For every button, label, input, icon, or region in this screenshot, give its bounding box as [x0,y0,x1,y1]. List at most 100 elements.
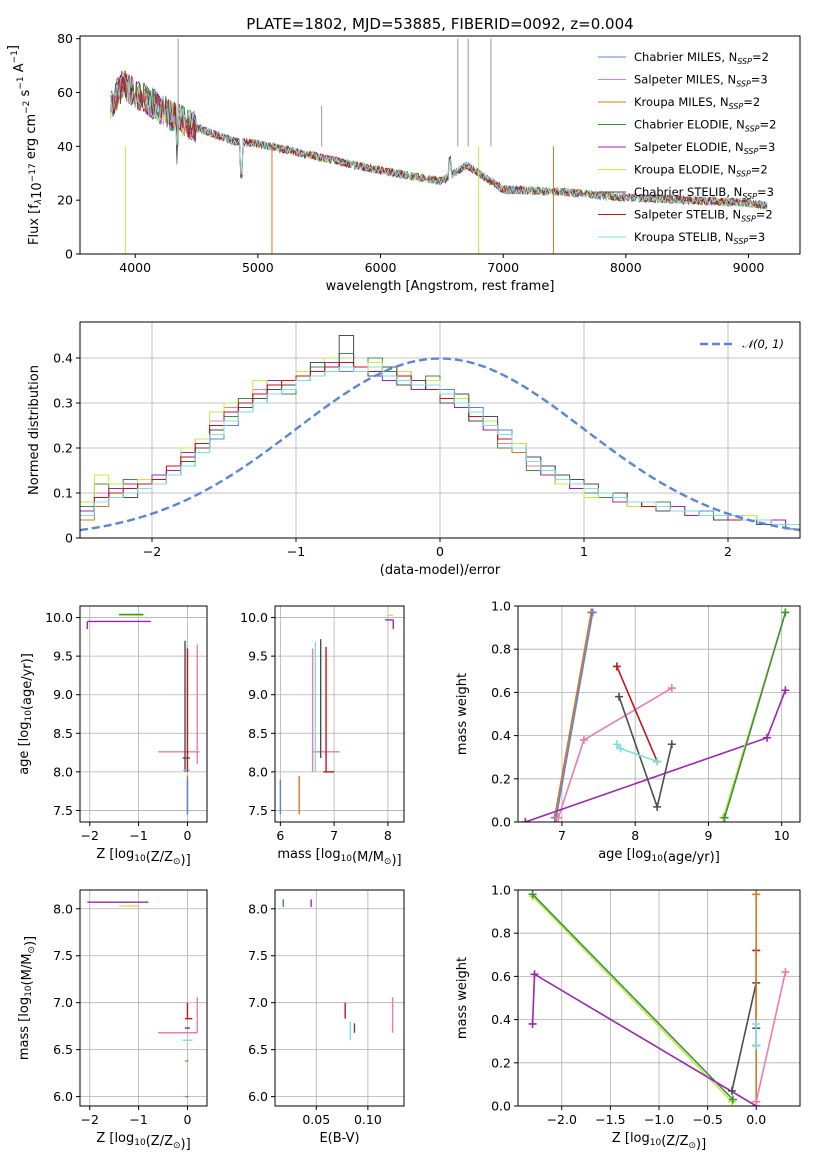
y-tick-label: 6.5 [248,1042,268,1057]
y-tick-label: 20 [57,193,73,208]
y-tick-label: 8.5 [248,726,268,741]
x-tick-label: 0 [183,1112,191,1127]
label-part: 10 [134,854,146,864]
plot-area-weight_vs_age [521,608,790,822]
y-tick-label: 9.0 [53,687,73,702]
y-tick-label: 7.0 [248,995,268,1010]
label-part: −1 [16,76,26,89]
x-tick-label: −0.5 [692,1112,722,1127]
legend-text: =3 [748,230,765,244]
y-tick-label: 7.0 [53,995,73,1010]
label-part: Z [ [612,1131,630,1146]
y-axis-label: mass [log10(M/M⊙)] [17,936,38,1060]
label-part: erg cm [24,114,39,163]
data-marker [752,1097,761,1106]
legend-entry: Salpeter STELIB, NSSP=2 [634,208,773,224]
x-tick-label: 6 [276,828,284,843]
y-tick-label: 0.0 [491,1099,511,1114]
panel-age_vs_mass: 6 7 8 7.5 8.0 8.5 9.0 9.5 10.0 mass [log10(M/M⊙)] [240,605,405,868]
label-part: 10 [30,182,45,199]
data-marker [720,813,729,822]
y-tick-label: 0.4 [491,1012,511,1027]
y-tick-label: 8.5 [53,726,73,741]
legend-subscript: SSP [745,125,760,134]
x-tick-label: −2 [81,828,99,843]
spectrum-line [110,71,768,209]
x-tick-label: 2 [724,544,732,559]
legend-text: =2 [751,163,768,177]
normal-curve [80,357,800,532]
legend-text: =2 [752,50,769,64]
y-tick-label: 0 [65,531,73,546]
legend-entry: Salpeter MILES, NSSP=3 [634,73,768,89]
y-tick-label: 0.6 [491,969,511,984]
label-part: λ [34,199,44,205]
histogram-step [80,366,800,538]
y-tick-label: 8.0 [248,901,268,916]
y-tick-label: 9.5 [248,649,268,664]
weight-line [532,895,733,1103]
weight-line [553,612,592,818]
weight-line [755,971,787,1102]
y-axis-label: Normed distribution [27,365,42,495]
y-axis-label: Flux [fλ10−17 erg cm−2 s−1 A−1] [6,45,45,245]
x-tick-label: 0 [436,544,444,559]
plot-area-age_vs_Z [86,613,200,815]
x-tick-label: 0.10 [354,1112,382,1127]
label-part: log [114,1131,134,1146]
label-part: A [12,63,27,76]
legend-text: Kroupa STELIB, N [634,230,734,244]
x-axis-label: (data-model)/error [380,563,501,578]
legend-subscript: SSP [744,147,759,156]
weight-line [532,893,734,1101]
legend-subscript: SSP [737,57,752,66]
data-marker [579,735,588,744]
legend-subscript: SSP [736,170,751,179]
label-part: Z [ [96,847,114,862]
label-part: Z [ [96,1131,114,1146]
plot-area-mass_vs_Z [87,901,198,1098]
label-part: 10 [650,1138,662,1148]
legend-text: =3 [757,185,774,199]
x-tick-label: 7 [330,828,338,843]
legend-text: Kroupa ELODIE, N [634,163,736,177]
weight-line [731,982,758,1092]
x-tick-label: −2 [81,1112,99,1127]
x-tick-label: 8000 [610,260,642,275]
data-marker [727,1086,736,1095]
label-part: )] [23,936,38,946]
label-part: ⊙ [173,1141,181,1151]
panel-residuals: 𝒩(0, 1) −2 −1 0 1 2 0 0.1 0.2 0.3 0.4 (data-model)/… [27,321,801,578]
label-part: mass [ [277,847,320,862]
y-axis-label: mass weight [455,957,470,1039]
label-part: log [17,722,32,742]
data-marker [554,813,563,822]
x-tick-label: −2 [143,544,161,559]
figure-title: PLATE=1802, MJD=53885, FIBERID=0092, z=0… [246,15,633,33]
x-tick-label: −1 [129,828,147,843]
y-tick-label: 8.0 [53,901,73,916]
y-tick-label: 0.2 [491,1055,511,1070]
label-part: ] [6,45,21,50]
data-marker [588,608,597,617]
axes-frame [79,35,801,255]
y-tick-label: 60 [57,85,73,100]
label-part: Normed distribution [27,365,42,495]
y-tick-label: 1.0 [491,883,511,898]
legend-subscript: SSP [734,237,749,246]
x-tick-label: 10 [774,828,790,843]
y-tick-label: 0 [65,247,73,262]
panel-weight_vs_Z: −2.0 −1.5 −1.0 −0.5 0.0 0.0 0.2 0.4 0.6 0.8 1.0 Z [… [455,883,801,1152]
legend-text: =2 [743,95,760,109]
legend-subscript: SSP [729,102,744,111]
label-part: (M/M [20,954,35,986]
x-tick-label: −1 [287,544,305,559]
label-part: log [114,847,134,862]
label-part: log [17,997,32,1017]
y-tick-label: 0.4 [491,728,511,743]
legend-text: =2 [760,118,777,132]
label-part: )] [391,853,401,868]
label-part: wavelength [Angstrom, rest frame] [326,279,555,294]
